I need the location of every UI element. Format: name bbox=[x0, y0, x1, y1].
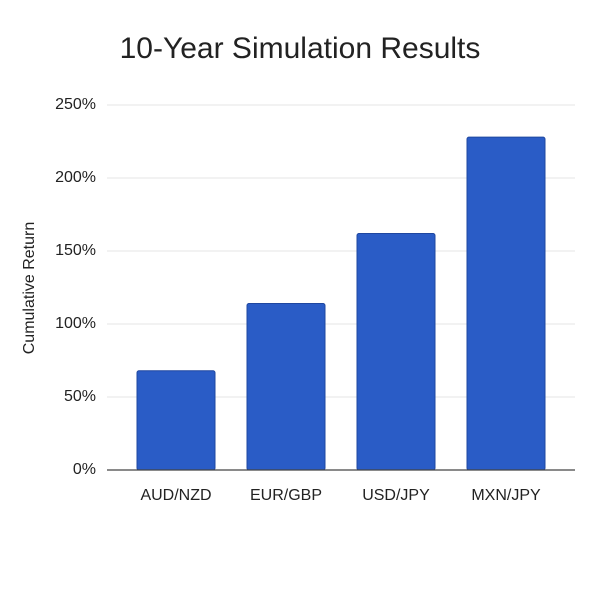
bar bbox=[356, 232, 436, 471]
y-tick-label: 200% bbox=[55, 169, 96, 186]
y-tick-label: 50% bbox=[64, 388, 96, 405]
chart-title: 10-Year Simulation Results bbox=[120, 32, 481, 65]
bar bbox=[246, 303, 326, 471]
y-tick-label: 150% bbox=[55, 242, 96, 259]
x-tick-label: EUR/GBP bbox=[250, 487, 322, 504]
bar bbox=[136, 370, 216, 471]
bar bbox=[466, 136, 546, 471]
y-tick-label: 0% bbox=[73, 461, 96, 478]
y-tick-label: 250% bbox=[55, 96, 96, 113]
x-tick-label: USD/JPY bbox=[362, 487, 430, 504]
y-axis-label: Cumulative Return bbox=[21, 222, 38, 355]
y-tick-label: 100% bbox=[55, 315, 96, 332]
x-tick-label: AUD/NZD bbox=[140, 487, 211, 504]
x-tick-label: MXN/JPY bbox=[471, 487, 541, 504]
